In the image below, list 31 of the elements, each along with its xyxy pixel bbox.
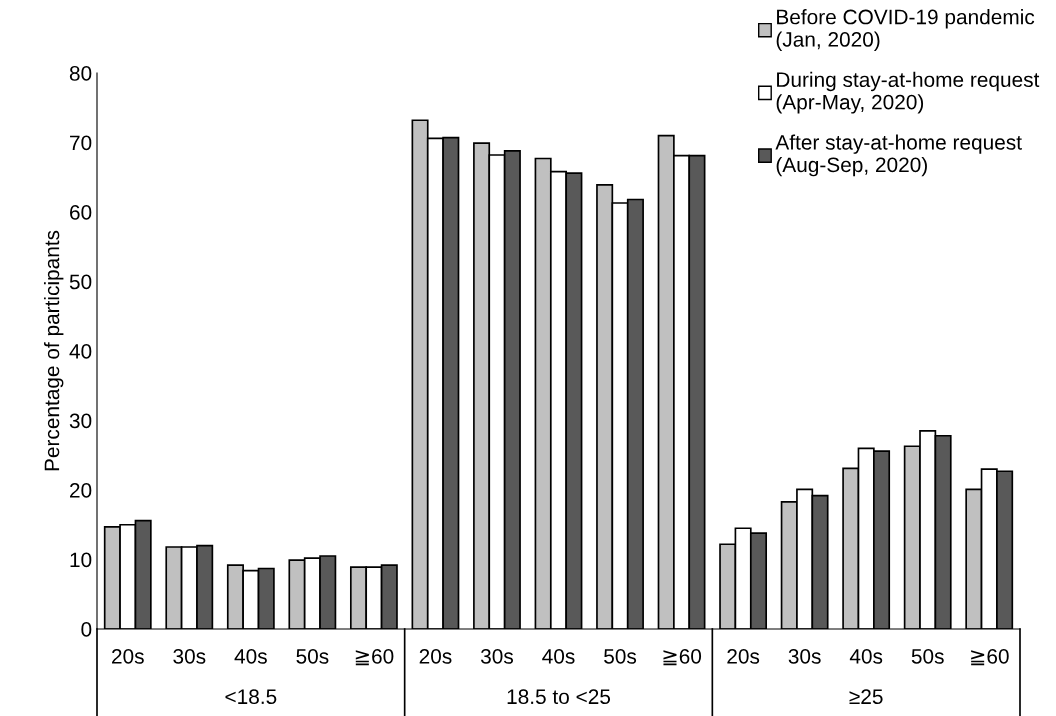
y-tick-label: 0: [81, 622, 92, 637]
x-tick-label: 20s: [419, 648, 452, 664]
x-tick-label: 40s: [542, 648, 575, 664]
x-tick-label: ≧60: [971, 648, 1009, 666]
y-tick-label: 10: [70, 552, 92, 568]
y-tick-label: 70: [70, 135, 92, 151]
x-tick-label: 50s: [604, 648, 637, 664]
x-tick-label: ≧60: [663, 648, 702, 666]
x-tick-label: ≧60: [355, 648, 394, 666]
text: 18.5 to <25: [507, 689, 611, 705]
legend-label: Before COVID-19 pandemic (Jan, 2020): [776, 9, 1035, 51]
y-tick-label: 60: [70, 205, 92, 220]
x-tick-label: 30s: [173, 648, 206, 664]
x-tick-label: 30s: [788, 648, 821, 664]
text: <18.5: [225, 689, 277, 705]
y-tick-label: 40: [69, 344, 92, 359]
text: ≥25: [849, 689, 883, 705]
x-tick-label: 50s: [296, 648, 329, 664]
y-tick-label: 50: [69, 274, 92, 290]
x-tick-label: 20s: [112, 648, 144, 664]
y-axis-title: Percentage of participants: [43, 230, 64, 471]
legend-label: After stay-at-home request (Aug-Sep, 2020): [775, 134, 1022, 177]
x-tick-label: 40s: [849, 648, 883, 664]
y-tick-label: 20: [70, 483, 92, 498]
x-tick-label: 40s: [234, 648, 267, 664]
x-tick-label: 50s: [911, 648, 944, 664]
x-tick-label: 30s: [480, 648, 514, 664]
y-tick-label: 30: [69, 413, 92, 429]
legend-label: During stay-at-home request (Apr-May, 2020): [776, 71, 1040, 114]
x-tick-label: 20s: [727, 648, 760, 664]
y-tick-label: 80: [69, 66, 92, 81]
